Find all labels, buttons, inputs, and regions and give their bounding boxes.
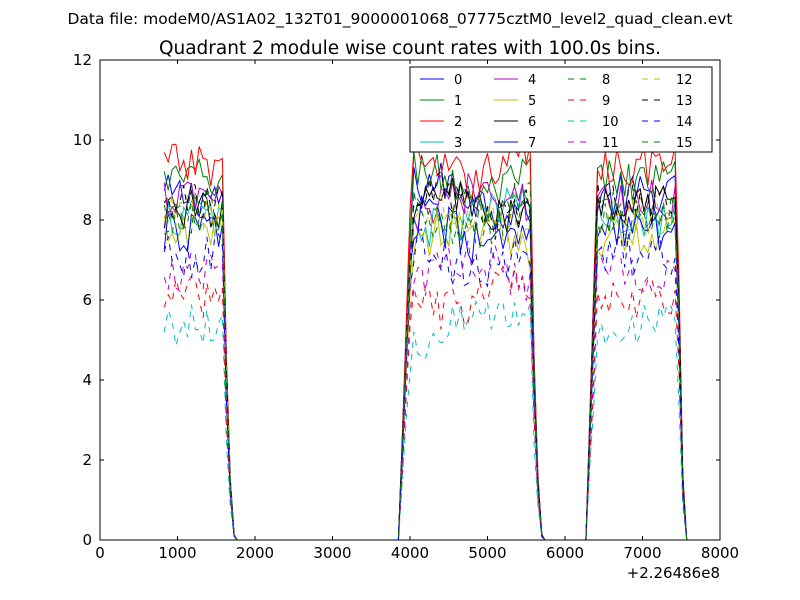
series-line-2 bbox=[163, 133, 688, 540]
y-tick-label: 2 bbox=[82, 451, 92, 469]
y-tick-label: 12 bbox=[73, 51, 92, 69]
legend-label-14: 14 bbox=[676, 115, 693, 130]
x-tick-label: 7000 bbox=[623, 544, 661, 562]
series-line-9 bbox=[163, 265, 688, 540]
x-offset-label: +2.26486e8 bbox=[627, 564, 720, 582]
y-tick-label: 10 bbox=[73, 131, 92, 149]
legend-label-12: 12 bbox=[676, 73, 693, 88]
legend-label-13: 13 bbox=[676, 94, 693, 109]
series-line-12 bbox=[163, 191, 688, 540]
x-tick-label: 4000 bbox=[391, 544, 429, 562]
x-tick-label: 2000 bbox=[236, 544, 274, 562]
series-layer bbox=[163, 133, 688, 540]
legend-label-5: 5 bbox=[528, 94, 536, 109]
series-line-14 bbox=[163, 228, 688, 540]
legend-label-6: 6 bbox=[528, 115, 536, 130]
series-line-0 bbox=[163, 162, 688, 540]
x-tick-label: 0 bbox=[95, 544, 105, 562]
x-tick-label: 1000 bbox=[158, 544, 196, 562]
chart-title: Quadrant 2 module wise count rates with … bbox=[159, 38, 661, 59]
y-tick-label: 4 bbox=[82, 371, 92, 389]
y-tick-label: 6 bbox=[82, 291, 92, 309]
y-tick-label: 8 bbox=[82, 211, 92, 229]
y-tick-label: 0 bbox=[82, 531, 92, 549]
series-line-15 bbox=[163, 181, 688, 540]
series-line-10 bbox=[163, 299, 688, 540]
series-line-1 bbox=[163, 151, 688, 540]
legend-label-8: 8 bbox=[602, 73, 610, 88]
legend-box bbox=[409, 66, 713, 153]
x-tick-label: 3000 bbox=[313, 544, 351, 562]
legend-label-3: 3 bbox=[454, 136, 462, 151]
legend-label-11: 11 bbox=[602, 136, 619, 151]
legend-label-9: 9 bbox=[602, 94, 610, 109]
x-tick-label: 6000 bbox=[546, 544, 584, 562]
series-line-11 bbox=[163, 240, 688, 540]
legend-label-2: 2 bbox=[454, 115, 462, 130]
legend-label-15: 15 bbox=[676, 136, 693, 151]
x-tick-label: 5000 bbox=[468, 544, 506, 562]
axes-layer: 0 1000 2000 3000 4000 5000 6000 7000 80000246810… bbox=[73, 51, 739, 562]
series-line-7 bbox=[163, 194, 688, 540]
figure-suptitle: Data file: modeM0/AS1A02_132T01_90000010… bbox=[67, 10, 732, 29]
legend-label-10: 10 bbox=[602, 115, 619, 130]
legend-label-1: 1 bbox=[454, 94, 462, 109]
legend-label-4: 4 bbox=[528, 73, 536, 88]
x-tick-label: 8000 bbox=[701, 544, 739, 562]
legend-label-0: 0 bbox=[454, 73, 462, 88]
legend-label-7: 7 bbox=[528, 136, 536, 151]
